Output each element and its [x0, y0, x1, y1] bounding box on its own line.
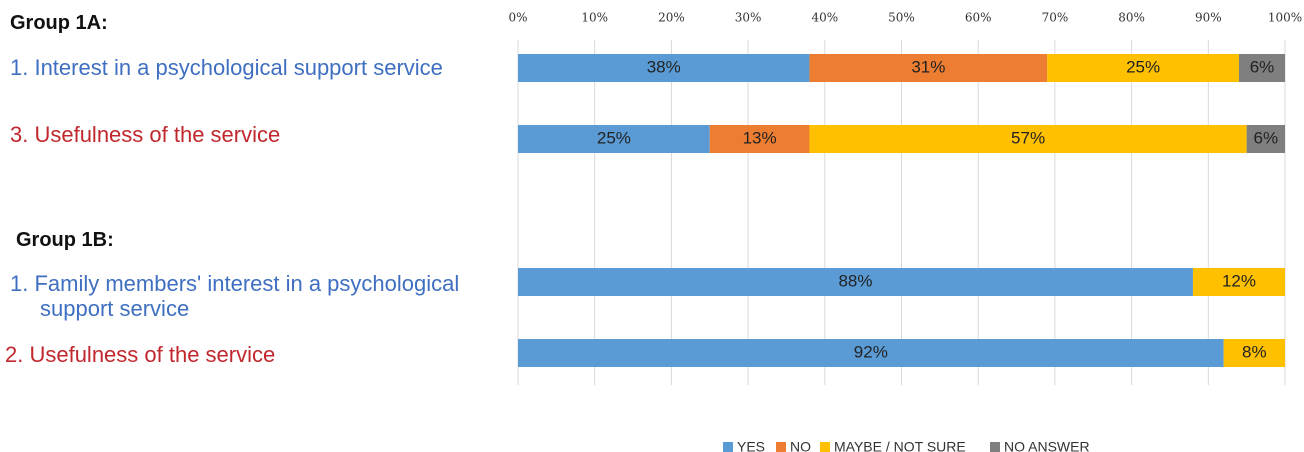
- x-tick-label: 60%: [965, 11, 992, 25]
- group-label: Group 1B:: [16, 229, 114, 251]
- x-tick-label: 50%: [888, 11, 915, 25]
- bar-segment: [518, 268, 1193, 296]
- bar-segment: [809, 125, 1247, 153]
- category-label: 1. Family members' interest in a psychol…: [10, 271, 460, 321]
- bar-segment: [1246, 125, 1285, 153]
- x-tick-label: 0%: [508, 11, 527, 25]
- x-tick-label: 90%: [1195, 11, 1222, 25]
- category-label: 2. Usefulness of the service: [5, 342, 276, 367]
- data-label: 57%: [1011, 128, 1045, 147]
- data-label: 25%: [597, 128, 631, 147]
- data-label: 12%: [1222, 271, 1256, 290]
- bar-segment: [1238, 54, 1285, 82]
- x-tick-label: 80%: [1118, 11, 1145, 25]
- legend-swatch: [990, 442, 1000, 452]
- bar-segment: [1223, 339, 1285, 367]
- x-tick-label: 40%: [811, 11, 838, 25]
- x-tick-label: 30%: [735, 11, 762, 25]
- legend-label: YES: [737, 439, 765, 452]
- x-tick-label: 20%: [658, 11, 685, 25]
- bar-segment: [1047, 54, 1239, 82]
- group-label: Group 1A:: [10, 12, 108, 34]
- data-label: 38%: [647, 57, 681, 76]
- data-label: 13%: [743, 128, 777, 147]
- legend-swatch: [723, 442, 733, 452]
- legend-swatch: [820, 442, 830, 452]
- bar-segment: [709, 125, 810, 153]
- legend-swatch: [776, 442, 786, 452]
- category-label: 3. Usefulness of the service: [10, 122, 281, 147]
- x-tick-label: 10%: [581, 11, 608, 25]
- data-label: 6%: [1254, 128, 1279, 147]
- data-label: 31%: [911, 57, 945, 76]
- data-label: 92%: [854, 342, 888, 361]
- x-tick-label: 70%: [1042, 11, 1069, 25]
- bar-segment: [518, 54, 810, 82]
- legend-label: MAYBE / NOT SURE: [834, 439, 966, 452]
- bar-segment: [518, 339, 1224, 367]
- x-tick-label: 100%: [1268, 11, 1302, 25]
- data-label: 88%: [838, 271, 872, 290]
- data-label: 8%: [1242, 342, 1267, 361]
- legend-label: NO: [790, 439, 811, 452]
- category-label: 1. Interest in a psychological support s…: [10, 55, 443, 80]
- bar-segment: [518, 125, 710, 153]
- legend-label: NO ANSWER: [1004, 439, 1090, 452]
- bar-segment: [809, 54, 1048, 82]
- bar-segment: [1192, 268, 1285, 296]
- data-label: 6%: [1250, 57, 1275, 76]
- data-label: 25%: [1126, 57, 1160, 76]
